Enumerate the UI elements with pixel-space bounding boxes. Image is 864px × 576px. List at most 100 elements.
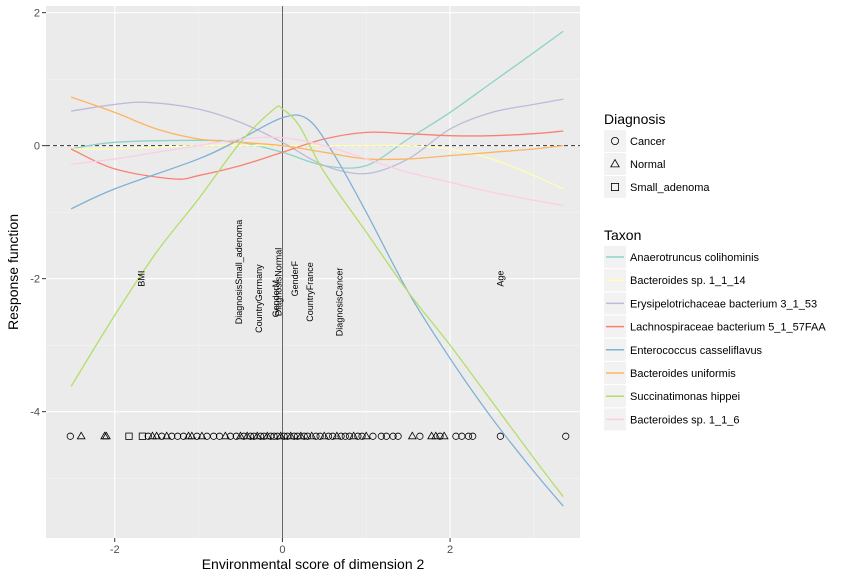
series-line-2 [71,144,564,190]
rug-point [262,431,272,440]
legend-title-diagnosis: Diagnosis [604,111,665,127]
rug-point [452,432,460,440]
legend-label: Anaerotruncus colihominis [630,252,760,264]
series-line-3 [71,98,564,175]
rug-point [290,432,298,440]
annotation-label: GenderF [290,260,300,296]
rug-point [394,432,402,440]
rug-point [179,432,188,440]
legend-key-bg [604,176,626,198]
rug-point [286,431,296,440]
rug-point [354,432,362,440]
series-line-1 [71,30,564,169]
legend-label: Small_adenoma [630,182,710,194]
legend-label: Bacteroides uniformis [630,368,736,380]
rug-point [101,431,111,440]
rug-point [316,432,324,440]
y-tick-label: -4 [30,407,40,419]
legend-key-bg [604,153,626,175]
series-line-5 [70,114,564,507]
legend-title-taxon: Taxon [604,227,641,243]
annotation-label: CountryFrance [305,262,315,322]
legend-label: Succinatimonas hippei [630,391,740,403]
rug-point [439,431,449,440]
rug-point [407,431,417,440]
annotation-label: CountryGermany [254,264,264,333]
rug-point [280,432,288,440]
legend-label: Normal [630,159,665,171]
rug-point [312,432,320,440]
rug-point [349,431,359,440]
rug-point [345,432,354,440]
rug-point [210,432,218,440]
annotation-label: DiagnosisNormal [273,248,283,317]
legend-key-bg [604,130,626,152]
series-line-6 [70,96,564,161]
annotations: BMI DiagnosisSmall_adenoma CountryGermany G… [137,220,506,336]
rug-point [138,432,147,440]
rug-point [246,432,255,440]
y-tick-label: 2 [34,8,40,20]
rug-point [329,432,337,440]
legend-label: Lachnospiraceae bacterium 5_1_57FAA [630,322,826,334]
rug-point [235,431,245,440]
annotation-label: DiagnosisSmall_adenoma [234,220,244,325]
rug-point [337,432,345,440]
plot-panel [46,6,580,538]
x-tick-label: 2 [447,544,453,556]
series-line-8 [71,136,564,207]
rug-point [341,432,349,440]
rug-point [369,432,377,440]
rug-point [300,432,308,440]
rug-point [144,432,152,440]
legend-label: Enterococcus casseliflavus [630,345,763,357]
rug-point [377,432,385,440]
series-line-7 [70,105,564,498]
rug-point [562,432,570,440]
rug-point [469,432,477,440]
rug-point [242,431,252,440]
y-tick-label: -2 [30,274,40,286]
legend-label: Bacteroides sp. 1_1_6 [630,414,739,426]
legend-key-square [611,182,620,191]
rug-points [66,431,570,440]
y-tick-label: 0 [34,141,40,153]
legend-label: Erysipelotrichaceae bacterium 3_1_53 [630,298,817,310]
series-lines [70,30,564,507]
rug-point [436,432,444,440]
rug-point [270,432,278,440]
rug-point [125,432,133,440]
legend-label: Bacteroides sp. 1_1_14 [630,275,746,287]
rug-point [232,432,240,440]
legend-label: Cancer [630,136,666,148]
rug-point [358,432,366,440]
axes: -2 0 2 -4 -2 0 2 [30,8,453,556]
rug-point [464,432,473,440]
annotation-label: DiagnosisCancer [335,268,345,337]
rug-point [276,431,286,440]
legend: Diagnosis Cancer Normal Small_adenoma Taxon A… [604,111,826,431]
rug-point [324,432,333,440]
rug-point [332,431,342,440]
x-tick-label: -2 [110,544,120,556]
annotation-label: GenderM [271,280,281,318]
rug-point [226,432,235,440]
rug-point [307,431,317,440]
x-tick-label: 0 [279,544,285,556]
rug-point [168,432,176,440]
rug-point [252,431,262,440]
rug-point [174,432,182,440]
x-axis-title: Environmental score of dimension 2 [202,556,425,572]
rug-point [361,431,371,440]
rug-point [296,431,306,440]
rug-point [257,432,265,440]
rug-point [496,432,504,440]
rug-point [416,432,424,440]
rug-point [319,431,329,440]
rug-point [66,432,74,440]
y-axis-title: Response function [5,214,21,330]
rug-point [389,432,397,440]
annotation-label: Age [496,271,506,287]
rug-point [193,432,201,440]
